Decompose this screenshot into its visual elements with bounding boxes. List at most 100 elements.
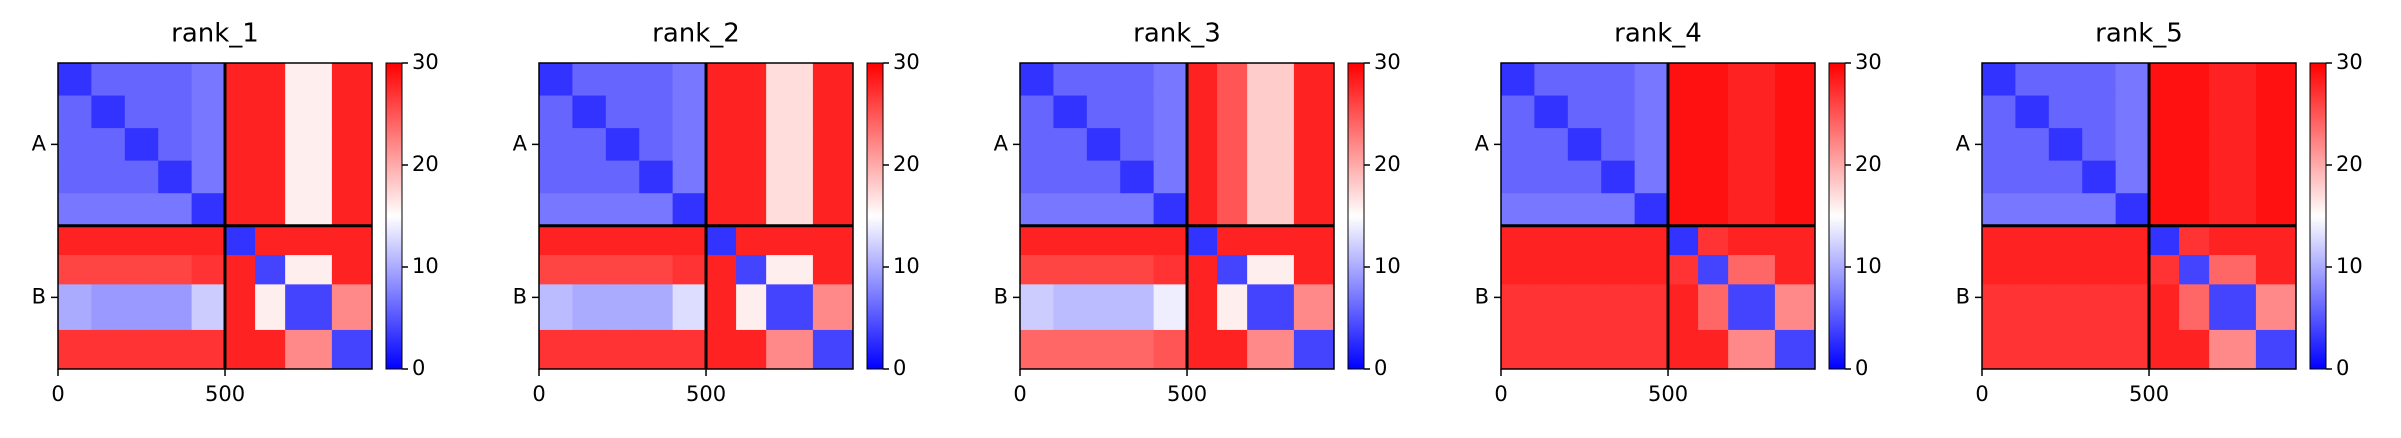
- heatmap-cell: [605, 160, 640, 194]
- colorbar-tick-label: 0: [1374, 356, 1387, 380]
- heatmap-cell: [124, 160, 159, 194]
- heatmap-cell: [2149, 193, 2180, 227]
- heatmap-cell: [1217, 193, 1248, 227]
- heatmap-cell: [191, 128, 226, 162]
- heatmap-cell: [1567, 95, 1602, 129]
- heatmap-cell: [1774, 95, 1816, 129]
- heatmap-cell: [91, 63, 126, 97]
- heatmap-cell: [1601, 193, 1636, 227]
- heatmap-cell: [58, 128, 92, 162]
- heatmap-cell: [1293, 95, 1335, 129]
- heatmap-cell: [605, 128, 640, 162]
- heatmap-cell: [672, 193, 707, 227]
- heatmap-cell: [1020, 284, 1054, 331]
- heatmap-cell: [1217, 329, 1248, 370]
- heatmap-cell: [225, 95, 256, 129]
- panel-title: rank_3: [1133, 19, 1221, 49]
- heatmap-cell: [191, 225, 226, 256]
- heatmap-cell: [1501, 225, 1535, 256]
- heatmap-cell: [124, 128, 159, 162]
- panel-title: rank_5: [2095, 19, 2183, 49]
- heatmap-cell: [1053, 128, 1088, 162]
- heatmap-cell: [2015, 329, 2050, 370]
- colorbar-tick-label: 20: [1855, 152, 1882, 176]
- heatmap-cell: [191, 193, 226, 227]
- heatmap-cell: [1053, 255, 1088, 285]
- heatmap-cell: [58, 193, 92, 227]
- heatmap-cell: [1020, 193, 1054, 227]
- colorbar-tick-label: 30: [1374, 50, 1401, 74]
- y-tick-label: A: [1956, 131, 1971, 155]
- heatmap-cell: [255, 284, 286, 331]
- heatmap-cell: [572, 255, 607, 285]
- heatmap-cell: [1728, 193, 1776, 227]
- heatmap-cell: [2048, 95, 2083, 129]
- heatmap-cell: [812, 255, 854, 285]
- heatmap-cell: [1668, 284, 1699, 331]
- plot-frame: [57, 62, 373, 370]
- heatmap-cell: [1217, 284, 1248, 331]
- heatmap-cell: [58, 255, 92, 285]
- heatmap-cell: [58, 95, 92, 129]
- heatmap-cell: [1668, 225, 1699, 256]
- heatmap-cell: [639, 160, 674, 194]
- heatmap-cell: [124, 225, 159, 256]
- heatmap-cell: [2179, 128, 2210, 162]
- heatmap-cell: [1247, 225, 1295, 256]
- heatmap-cell: [1534, 63, 1569, 97]
- heatmap-cell: [572, 160, 607, 194]
- heatmap-cell: [158, 284, 193, 331]
- heatmap-cell: [2149, 255, 2180, 285]
- heatmap-cell: [2015, 193, 2050, 227]
- x-tick-label: 0: [1013, 382, 1026, 406]
- heatmap-cell: [191, 329, 226, 370]
- heatmap-cell: [1153, 160, 1188, 194]
- colorbar-tick-label: 10: [893, 254, 920, 278]
- heatmap-cell: [2149, 63, 2180, 97]
- heatmap-cell: [639, 329, 674, 370]
- heatmap-cell: [1293, 284, 1335, 331]
- x-tick-label: 500: [1648, 382, 1688, 406]
- heatmap-cell: [539, 225, 573, 256]
- heatmap-cell: [706, 128, 737, 162]
- heatmap-cell: [124, 63, 159, 97]
- heatmap-cell: [2179, 225, 2210, 256]
- heatmap-cell: [1982, 329, 2016, 370]
- heatmap-cell: [1634, 284, 1669, 331]
- colorbar-tick-label: 30: [412, 50, 439, 74]
- heatmap-cell: [572, 95, 607, 129]
- heatmap-cell: [255, 160, 286, 194]
- heatmap-cell: [1293, 128, 1335, 162]
- heatmap-cell: [639, 225, 674, 256]
- heatmap-cell: [2255, 329, 2297, 370]
- heatmap-cell: [812, 329, 854, 370]
- heatmap-cell: [285, 255, 333, 285]
- plot-frame: [538, 62, 854, 370]
- y-tick-label: B: [513, 284, 527, 308]
- colorbar-tick-label: 0: [1855, 356, 1868, 380]
- colorbar-tick-label: 10: [412, 254, 439, 278]
- heatmap-cell: [572, 329, 607, 370]
- heatmap-cell: [2209, 193, 2257, 227]
- y-tick-label: B: [994, 284, 1008, 308]
- heatmap-cell: [2179, 255, 2210, 285]
- heatmap-cell: [225, 255, 256, 285]
- heatmap-cell: [1217, 225, 1248, 256]
- heatmap-cell: [736, 255, 767, 285]
- heatmap-cell: [2082, 63, 2117, 97]
- heatmap-cell: [1247, 95, 1295, 129]
- heatmap-cell: [1120, 284, 1155, 331]
- heatmap-cell: [1501, 255, 1535, 285]
- heatmap-cell: [1534, 329, 1569, 370]
- heatmap-cell: [2082, 329, 2117, 370]
- heatmap-cell: [2082, 128, 2117, 162]
- heatmap-cell: [2255, 193, 2297, 227]
- heatmap-cell: [1247, 284, 1295, 331]
- heatmap-cell: [1601, 128, 1636, 162]
- heatmap-cell: [736, 193, 767, 227]
- colorbar-tick-label: 20: [1374, 152, 1401, 176]
- heatmap-cell: [2179, 329, 2210, 370]
- heatmap-cell: [225, 225, 256, 256]
- heatmap-cell: [124, 95, 159, 129]
- heatmap-cell: [2115, 95, 2150, 129]
